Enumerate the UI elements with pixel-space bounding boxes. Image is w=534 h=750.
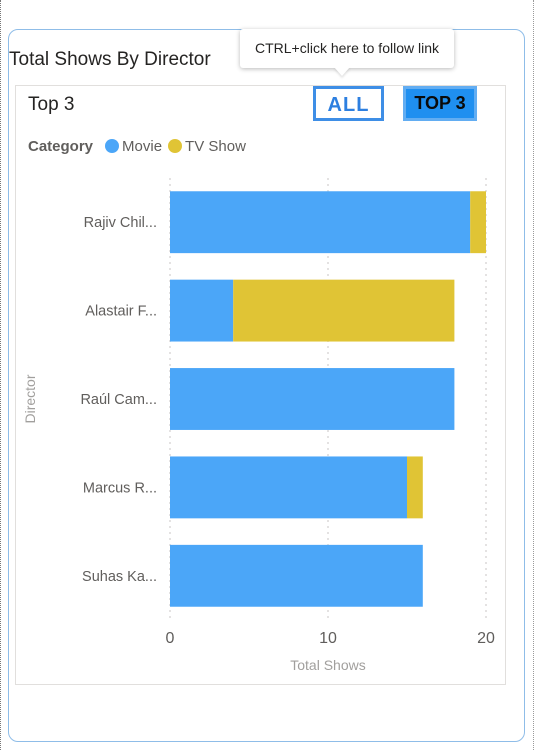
bar-movie-2 [170, 368, 455, 430]
bar-tv-show-3 [407, 456, 423, 519]
bar-movie-0 [170, 191, 471, 254]
y-tick-label: Alastair F... [85, 304, 157, 320]
legend-swatch-movie [105, 139, 120, 153]
chart-legend: Category Movie TV Show [28, 136, 252, 156]
y-tick-label: Raúl Cam... [80, 392, 157, 408]
legend-title: Category [28, 137, 94, 155]
legend-label-tv-show: TV Show [185, 137, 246, 155]
legend-item-tv-show[interactable]: TV Show [168, 138, 246, 155]
legend-item-movie[interactable]: Movie [105, 138, 162, 155]
page-edge-left [0, 0, 1, 750]
panel-heading: Top 3 [28, 94, 75, 115]
top3-button[interactable]: TOP 3 [403, 86, 477, 121]
x-axis-title: Total Shows [290, 657, 365, 673]
link-tooltip: CTRL+click here to follow link [240, 29, 454, 68]
legend-label-movie: Movie [122, 137, 163, 155]
bar-movie-1 [170, 279, 234, 342]
bar-movie-4 [170, 544, 423, 607]
bar-tv-show-1 [233, 279, 455, 342]
x-tick-label-0: 0 [166, 630, 175, 647]
bar-tv-show-0 [470, 191, 486, 254]
y-tick-label: Rajiv Chil... [84, 215, 157, 231]
legend-swatch-tv-show [168, 139, 183, 153]
visual-title: Total Shows By Director [9, 49, 211, 70]
x-tick-label-20: 20 [477, 630, 495, 647]
y-axis-title: Director [22, 374, 38, 423]
all-button[interactable]: ALL [313, 86, 384, 121]
bar-movie-3 [170, 456, 407, 519]
y-tick-label: Marcus R... [83, 480, 157, 496]
y-tick-label: Suhas Ka... [82, 569, 157, 585]
tooltip-arrow [334, 67, 350, 76]
x-tick-label-10: 10 [319, 630, 337, 647]
